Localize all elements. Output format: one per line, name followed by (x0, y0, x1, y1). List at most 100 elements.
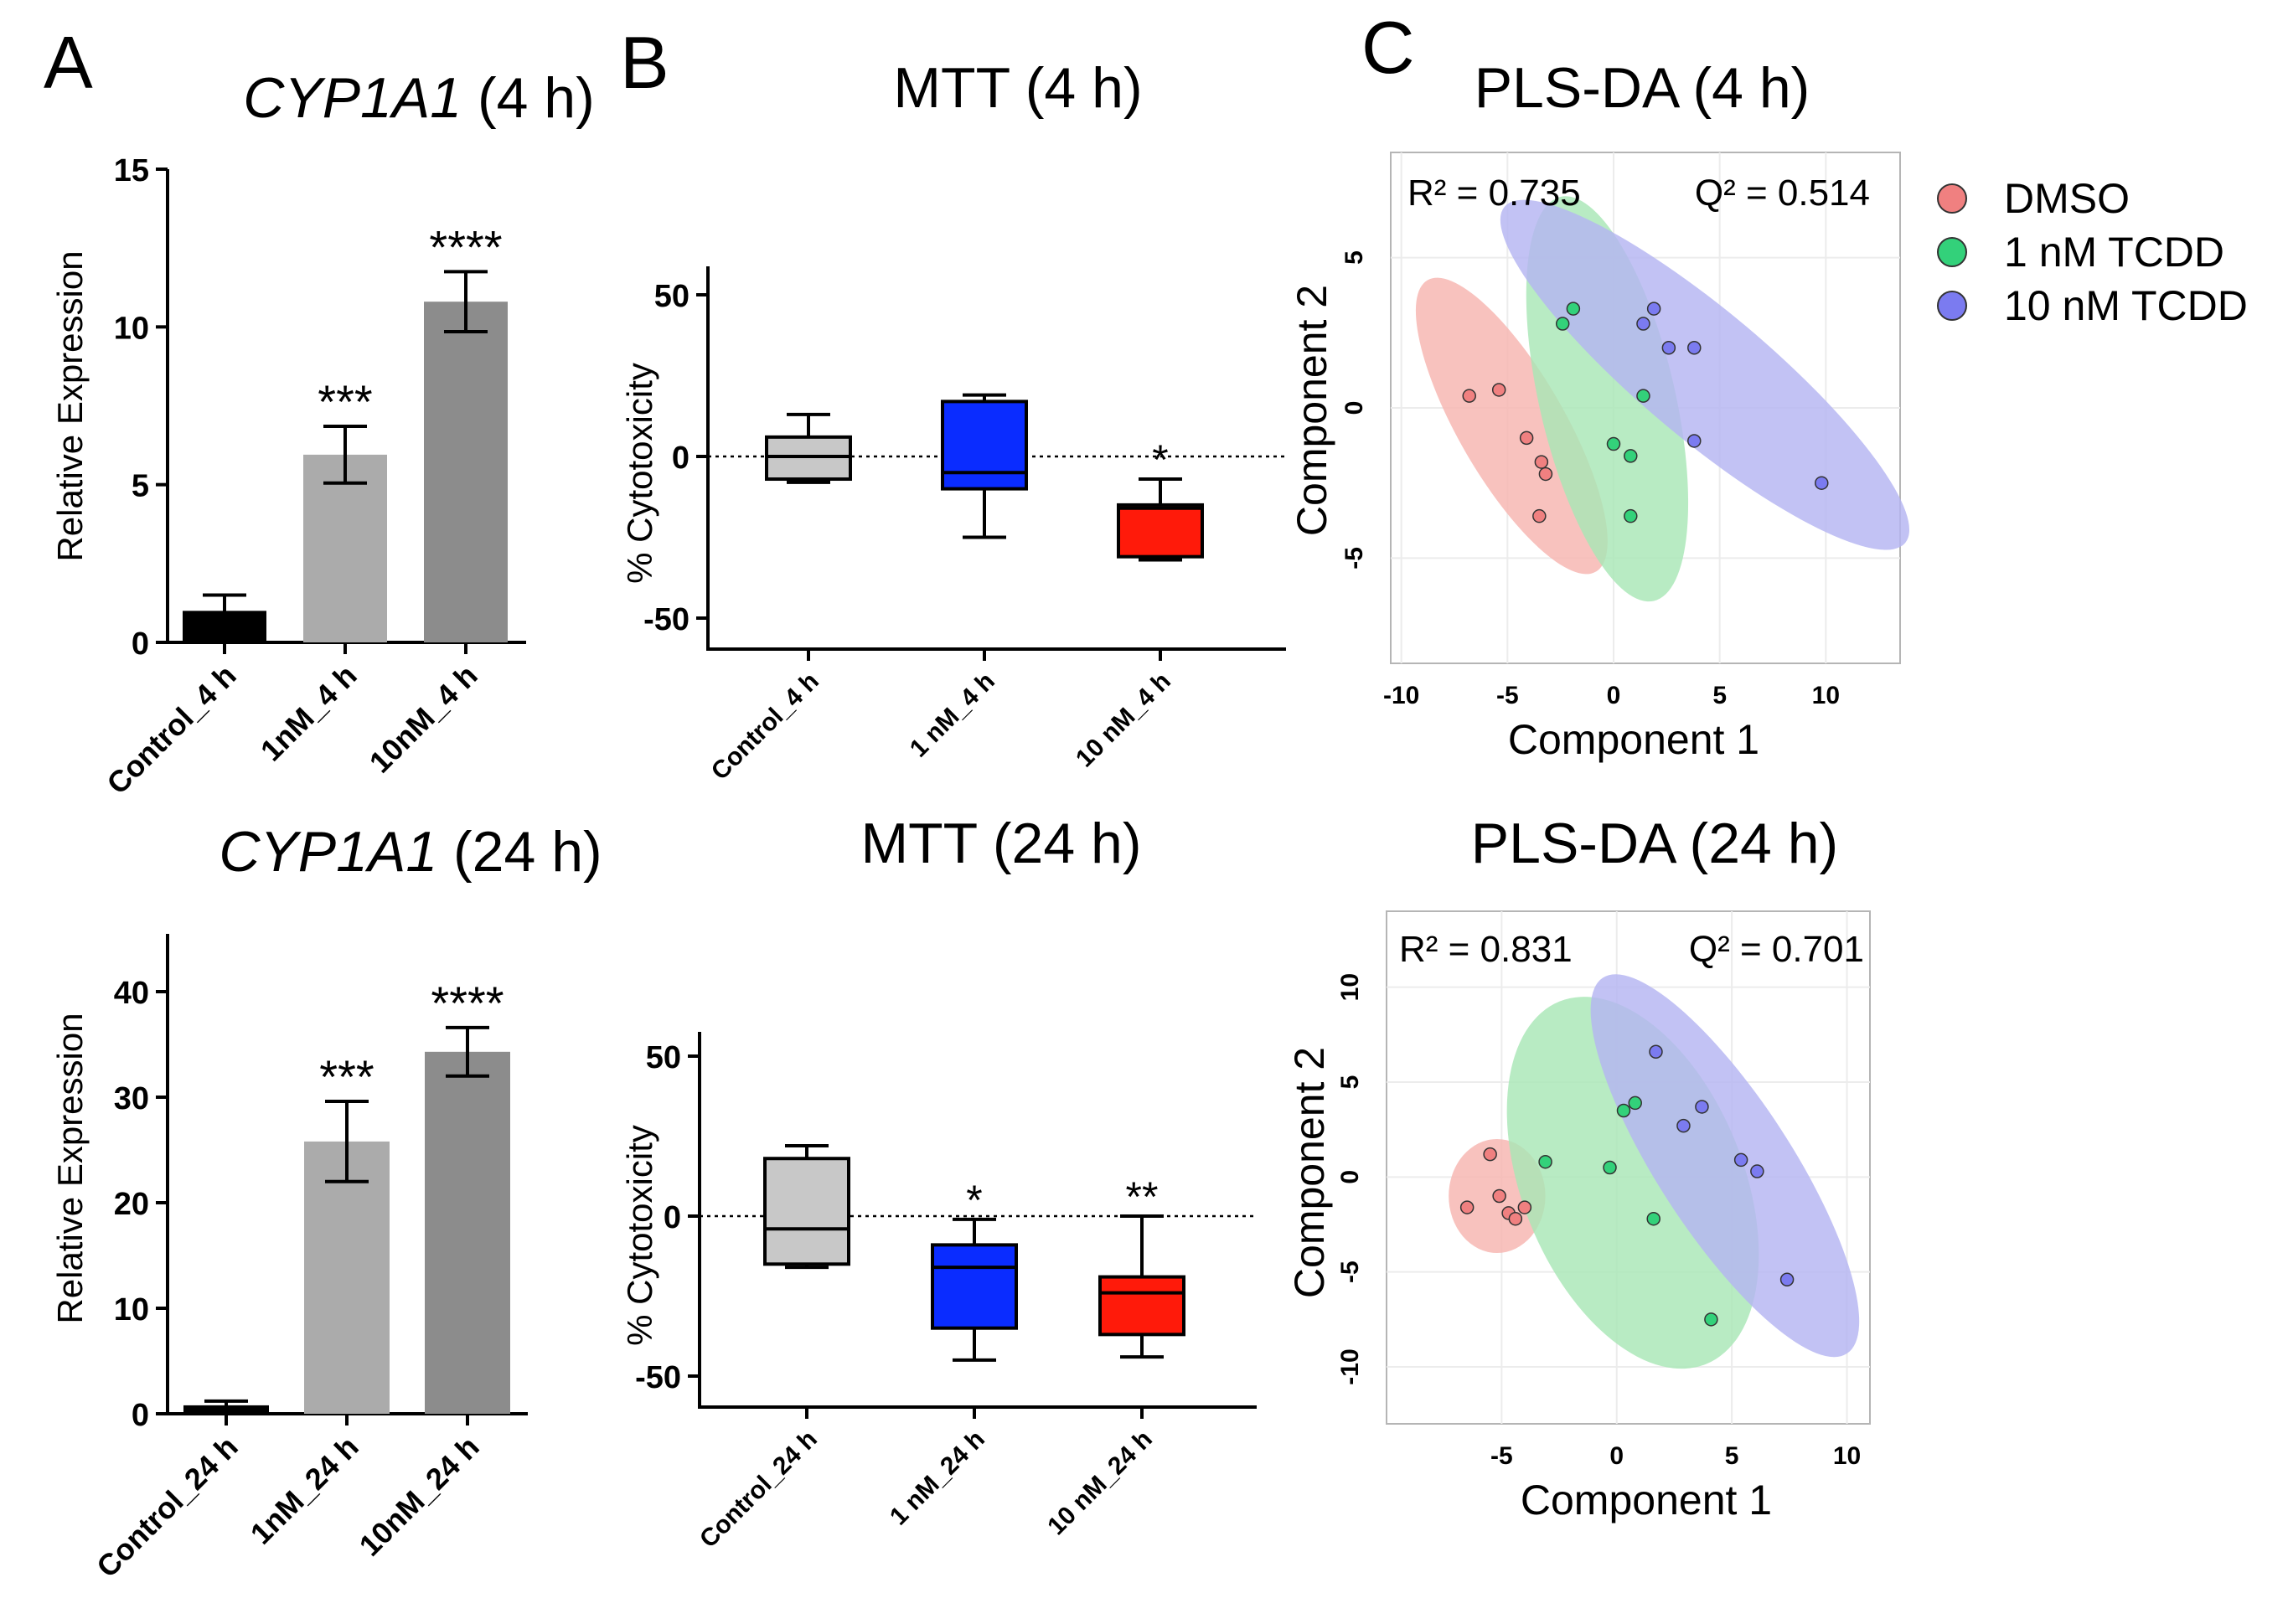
B24-box (931, 1243, 1018, 1330)
A4-y-tick-label: 5 (132, 469, 149, 504)
C24-point (1733, 1152, 1748, 1168)
B24-x-tick-label: 10 nM_24 h (1042, 1426, 1158, 1541)
cyp1a1-24h-title-gene: CYP1A1 (219, 820, 437, 884)
C24-point (1492, 1188, 1506, 1204)
C4-point (1606, 436, 1621, 451)
panel-label-a: A (44, 21, 93, 104)
C4-point (1624, 449, 1638, 463)
B24-significance: ** (1126, 1173, 1159, 1220)
C4-point (1566, 302, 1581, 316)
C24-point (1704, 1312, 1718, 1327)
C4-confidence-ellipse (1500, 199, 1910, 550)
B4-y-tick-label: -50 (643, 602, 689, 637)
C24-y-tick-label: -10 (1336, 1348, 1364, 1384)
pls-da-24h-scatter: PLS-DA (24 h) Component 1 Component 2 -5… (1286, 812, 1871, 1523)
A24-y-tick-label: 20 (114, 1187, 149, 1222)
mtt-4h-ylabel: % Cytotoxicity (620, 363, 659, 584)
pls-da-24h-ylabel: Component 2 (1286, 1047, 1333, 1298)
C4-confidence-ellipse (1415, 277, 1608, 575)
C4-point (1462, 389, 1476, 403)
cyp1a1-4h-ylabel: Relative Expression (50, 250, 90, 561)
C24-point (1459, 1200, 1475, 1214)
legend-label: 1 nM TCDD (2004, 229, 2224, 276)
A24-y-tick-label: 0 (132, 1398, 149, 1433)
C4-point (1555, 317, 1570, 331)
C4-x-tick-label: -10 (1383, 682, 1419, 709)
C24-point (1508, 1211, 1523, 1226)
B24-box (763, 1157, 850, 1266)
A4-y-tick-label: 0 (132, 626, 149, 662)
B4-x-tick-label: 1 nM_4 h (905, 668, 1000, 763)
A4-y-tick-label: 10 (114, 311, 149, 346)
A4-x-tick-label: 10nM_4 h (363, 658, 484, 780)
C24-point (1628, 1096, 1642, 1111)
legend-label: 10 nM TCDD (2004, 282, 2248, 329)
C4-y-tick-label: 0 (1340, 401, 1368, 415)
legend-label: DMSO (2004, 175, 2130, 222)
pls-da-24h-xlabel: Component 1 (1521, 1477, 1772, 1523)
A4-significance: **** (429, 220, 502, 273)
mtt-4h-box-plot: MTT (4 h) % Cytotoxicity -50 0 50 Control_4… (620, 56, 1286, 786)
B4-box (941, 400, 1028, 491)
pls-da-4h-q2: Q² = 0.514 (1695, 173, 1870, 214)
B24-x-tick-label: 1 nM_24 h (885, 1426, 990, 1531)
C4-x-tick-label: 10 (1812, 682, 1840, 709)
C24-x-tick-label: 10 (1833, 1442, 1861, 1470)
C24-point (1649, 1044, 1663, 1059)
C4-point (1661, 340, 1676, 355)
B24-y-tick-label: 0 (664, 1200, 681, 1235)
A24-y-tick-label: 30 (114, 1081, 149, 1116)
C4-point (1532, 508, 1547, 523)
A24-x-tick-label: 1nM_24 h (244, 1430, 365, 1551)
C24-x-tick-label: -5 (1490, 1442, 1513, 1470)
C4-point (1636, 317, 1650, 331)
pls-da-24h-r2: R² = 0.831 (1399, 929, 1573, 970)
mtt-24h-title: MTT (24 h) (860, 812, 1141, 875)
C24-point (1750, 1164, 1764, 1178)
legend: DMSO 1 nM TCDD 10 nM TCDD (1937, 175, 2248, 329)
C24-point (1517, 1200, 1532, 1214)
C24-point (1695, 1100, 1709, 1114)
A24-significance: *** (319, 1050, 374, 1103)
C4-x-tick-label: -5 (1496, 682, 1519, 709)
A24-x-tick-label: 10nM_24 h (353, 1430, 486, 1563)
C24-point (1538, 1154, 1552, 1169)
B24-y-tick-label: 50 (646, 1040, 681, 1075)
panel-label-c: C (1361, 6, 1415, 89)
C4-point (1815, 476, 1829, 490)
cyp1a1-24h-bar-chart: CYP1A1 (24 h) Relative Expression 0 10 20 3… (50, 820, 602, 1584)
A24-significance: **** (431, 977, 504, 1029)
A24-bar (425, 1051, 510, 1414)
cyp1a1-4h-title: CYP1A1 (4 h) (243, 66, 595, 130)
panel-label-b: B (620, 21, 669, 104)
C24-point (1603, 1160, 1617, 1175)
A4-bar (424, 302, 508, 642)
pls-da-24h-q2: Q² = 0.701 (1689, 929, 1864, 970)
A24-y-tick-label: 10 (114, 1292, 149, 1328)
pls-da-24h-title: PLS-DA (24 h) (1471, 812, 1838, 875)
C24-point (1779, 1272, 1795, 1286)
C24-confidence-ellipse (1590, 974, 1860, 1358)
C24-y-tick-label: 5 (1336, 1075, 1364, 1090)
C24-x-tick-label: 5 (1725, 1442, 1739, 1470)
B24-box (1098, 1275, 1185, 1337)
cyp1a1-24h-ylabel: Relative Expression (50, 1013, 90, 1323)
C24-y-tick-label: 10 (1336, 973, 1364, 1001)
A4-bar (303, 454, 387, 642)
B4-significance: * (1152, 436, 1168, 483)
pls-da-4h-xlabel: Component 1 (1508, 716, 1759, 763)
C4-y-tick-label: 5 (1340, 250, 1368, 265)
legend-swatch (1937, 291, 1967, 321)
A24-bar (304, 1141, 390, 1414)
cyp1a1-4h-title-suffix: (4 h) (462, 66, 595, 130)
C4-point (1534, 455, 1549, 469)
mtt-4h-title: MTT (4 h) (893, 56, 1142, 120)
A4-significance: *** (318, 375, 372, 428)
pls-da-4h-ylabel: Component 2 (1289, 285, 1335, 536)
C4-point (1646, 302, 1661, 316)
C24-y-tick-label: -5 (1336, 1261, 1364, 1283)
C24-point (1616, 1103, 1631, 1118)
C4-point (1636, 389, 1650, 403)
legend-swatch (1937, 183, 1967, 214)
